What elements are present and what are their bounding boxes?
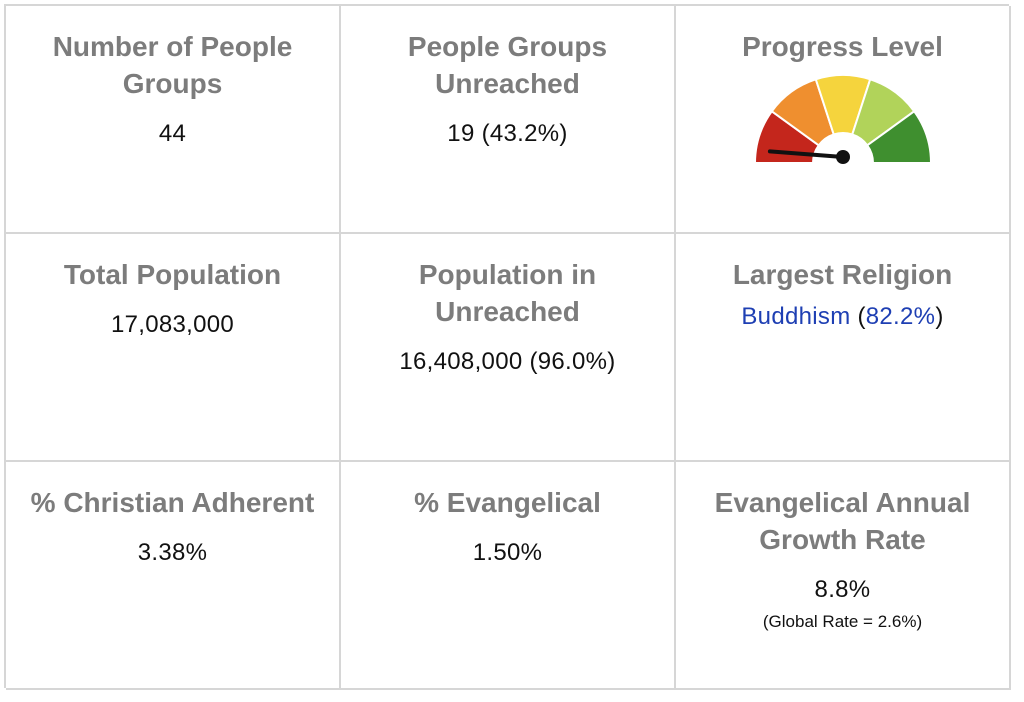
religion-link[interactable]: Buddhism [741,303,851,330]
groups-unreached-label: People Groups Unreached [407,31,608,99]
largest-religion-label: Largest Religion [732,259,953,290]
people-groups-cell: Number of People Groups 44 [6,6,341,234]
evangelical-label: % Evangelical [414,487,601,518]
religion-percent-link[interactable]: 82.2% [865,303,936,330]
religion-close-paren: ) [935,303,944,330]
groups-unreached-cell: People Groups Unreached 19 (43.2%) [341,6,676,234]
total-population-value: 17,083,000 [110,311,235,338]
evangelical-growth-cell: Evangelical Annual Growth Rate 8.8% (Glo… [676,462,1011,690]
population-unreached-cell: Population in Unreached 16,408,000 (96.0… [341,234,676,462]
total-population-label: Total Population [63,259,282,290]
gauge-pivot [835,150,850,164]
evangelical-growth-value: 8.8% [814,576,871,603]
progress-level-cell: Progress Level [676,6,1011,234]
population-unreached-count: 16,408,000 [399,348,523,375]
progress-gauge [676,73,1009,169]
largest-religion-cell: Largest Religion Buddhism (82.2%) [676,234,1011,462]
population-unreached-value-line: 16,408,000 (96.0%) [341,348,674,376]
people-groups-label: Number of People Groups [52,31,293,99]
stats-grid: Number of People Groups 44 People Groups… [4,4,1011,690]
christian-adherent-cell: % Christian Adherent 3.38% [6,462,341,690]
gauge-segment [865,109,932,164]
christian-adherent-value: 3.38% [137,539,208,566]
population-unreached-percent: (96.0%) [529,348,616,375]
global-rate-note: (Global Rate = 2.6%) [762,612,923,631]
gauge-needle [767,149,845,159]
progress-gauge-icon [753,74,932,169]
christian-adherent-label: % Christian Adherent [30,487,315,518]
groups-unreached-value-line: 19 (43.2%) [341,120,674,148]
evangelical-cell: % Evangelical 1.50% [341,462,676,690]
groups-unreached-percent: (43.2%) [481,120,568,147]
progress-level-label: Progress Level [742,31,943,62]
evangelical-growth-label: Evangelical Annual Growth Rate [714,487,971,555]
groups-unreached-count: 19 [447,120,475,147]
largest-religion-value-line: Buddhism (82.2%) [676,303,1009,331]
people-groups-value: 44 [158,120,187,147]
population-unreached-label: Population in Unreached [418,259,597,327]
evangelical-value: 1.50% [472,539,543,566]
religion-open-paren: ( [857,303,866,330]
total-population-cell: Total Population 17,083,000 [6,234,341,462]
